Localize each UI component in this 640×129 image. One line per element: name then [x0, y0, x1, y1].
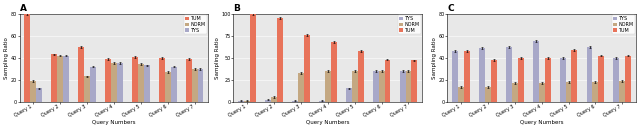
Bar — [572, 50, 577, 102]
Bar — [51, 54, 57, 102]
Bar — [57, 56, 63, 102]
Bar — [138, 64, 143, 102]
Bar — [464, 51, 470, 102]
Bar — [625, 56, 631, 102]
X-axis label: Query Numbers: Query Numbers — [520, 120, 563, 125]
Bar — [271, 97, 277, 102]
Bar — [298, 73, 304, 102]
Bar — [250, 14, 256, 102]
Bar — [358, 51, 364, 102]
Bar — [346, 88, 351, 102]
Bar — [587, 47, 593, 102]
Legend: TYS, NORM, TUM: TYS, NORM, TUM — [612, 15, 635, 34]
Bar — [63, 56, 69, 102]
Bar — [566, 82, 572, 102]
Bar — [479, 48, 485, 102]
Bar — [506, 47, 512, 102]
Bar — [171, 67, 177, 102]
Bar — [412, 60, 417, 102]
Bar — [372, 71, 379, 102]
Bar — [539, 83, 545, 102]
Bar — [238, 101, 244, 102]
X-axis label: Query Numbers: Query Numbers — [92, 120, 136, 125]
Bar — [452, 51, 458, 102]
Bar — [614, 58, 620, 102]
Bar — [78, 47, 84, 102]
Bar — [277, 18, 283, 102]
Bar — [491, 60, 497, 102]
X-axis label: Query Numbers: Query Numbers — [306, 120, 349, 125]
Bar — [593, 82, 598, 102]
Bar — [24, 14, 30, 102]
Bar — [545, 58, 550, 102]
Bar — [105, 59, 111, 102]
Bar — [406, 71, 412, 102]
Text: C: C — [447, 4, 454, 13]
Bar — [265, 100, 271, 102]
Bar — [512, 83, 518, 102]
Bar — [518, 58, 524, 102]
Bar — [191, 69, 198, 102]
Bar — [399, 71, 406, 102]
Bar — [304, 35, 310, 102]
Bar — [458, 87, 464, 102]
Y-axis label: Sampling Ratio: Sampling Ratio — [215, 37, 220, 79]
Bar — [385, 59, 390, 102]
Bar — [143, 65, 150, 102]
Bar — [485, 87, 491, 102]
Bar — [111, 63, 116, 102]
Bar — [292, 101, 298, 102]
Bar — [132, 57, 138, 102]
Y-axis label: Sampling Ratio: Sampling Ratio — [4, 37, 9, 79]
Bar — [30, 81, 36, 102]
Bar — [116, 63, 123, 102]
Bar — [198, 69, 204, 102]
Bar — [84, 76, 90, 102]
Legend: TYS, NORM, TUM: TYS, NORM, TUM — [398, 15, 421, 34]
Bar — [379, 71, 385, 102]
Bar — [620, 81, 625, 102]
Bar — [351, 71, 358, 102]
Bar — [36, 88, 42, 102]
Bar — [559, 58, 566, 102]
Legend: TUM, NORM, TYS: TUM, NORM, TYS — [184, 15, 207, 34]
Bar — [159, 58, 164, 102]
Bar — [324, 71, 331, 102]
Text: A: A — [20, 4, 27, 13]
Bar — [331, 42, 337, 102]
Bar — [164, 72, 171, 102]
Bar — [598, 56, 604, 102]
Text: B: B — [234, 4, 241, 13]
Bar — [244, 101, 250, 102]
Bar — [186, 59, 191, 102]
Y-axis label: Sampling Ratio: Sampling Ratio — [432, 37, 437, 79]
Bar — [90, 67, 96, 102]
Bar — [532, 41, 539, 102]
Bar — [319, 101, 324, 102]
